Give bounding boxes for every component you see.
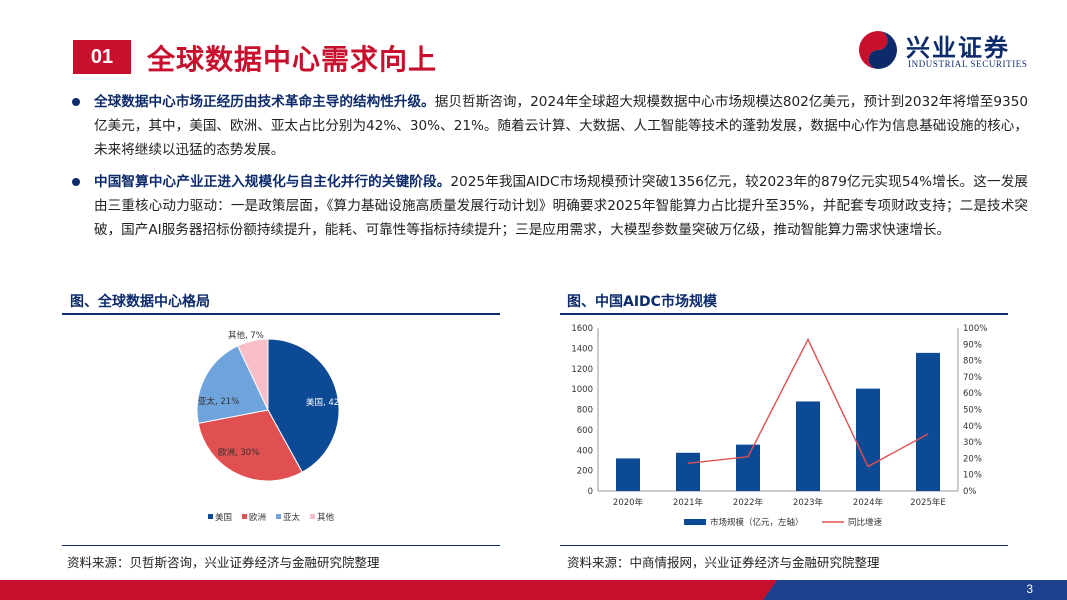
section-number-badge: 01 — [73, 40, 131, 74]
legend-swatch — [208, 514, 213, 519]
left-chart-title: 图、全球数据中心格局 — [70, 294, 210, 310]
bar — [796, 401, 820, 491]
footer-blue-band — [790, 580, 1067, 600]
bullet-item: 中国智算中心产业正进入规模化与自主化并行的关键阶段。2025年我国AIDC市场规… — [70, 170, 1028, 242]
growth-line — [687, 337, 929, 468]
pie-data-label: 亚太, 21% — [198, 396, 239, 407]
bar-line-chart: 0 200 400 600 800 1000 1200 1400 1600 0% 10% 20% 30%… — [571, 324, 987, 528]
legend-label: 市场规模（亿元，左轴） — [710, 517, 804, 528]
y-left-tick-label: 600 — [577, 426, 593, 436]
legend-swatch-bar — [684, 519, 706, 525]
bar — [856, 388, 880, 491]
y-right-tick-label: 30% — [963, 438, 982, 448]
right-panel-bottom-rule — [560, 545, 1008, 546]
page-title: 全球数据中心需求向上 — [147, 43, 438, 76]
y-right-tick-label: 80% — [963, 357, 982, 367]
left-chart-source: 资料来源：贝哲斯咨询，兴业证券经济与金融研究院整理 — [67, 555, 380, 570]
left-panel-top-rule — [62, 313, 500, 315]
y-left-tick-label: 1200 — [571, 365, 593, 375]
pie-data-label: 美国, 42% — [306, 397, 347, 408]
legend-swatch — [242, 514, 247, 519]
x-tick-label: 2024年 — [853, 497, 884, 508]
x-tick-label: 2023年 — [793, 497, 824, 508]
y-left-tick-label: 400 — [577, 446, 593, 456]
y-right-tick-label: 40% — [963, 422, 982, 432]
y-left-tick-label: 1600 — [571, 324, 593, 334]
pie-chart: 美国, 42% 欧洲, 30% 亚太, 21% 其他, 7% 美国 欧洲 亚太 其他 — [196, 330, 347, 523]
y-right-tick-label: 60% — [963, 389, 982, 399]
y-right-tick-label: 20% — [963, 454, 982, 464]
logo-text-cn: 兴业证券 — [906, 34, 1010, 62]
bullet-dot-icon — [72, 98, 80, 106]
pie-data-label: 其他, 7% — [228, 330, 264, 341]
bullet-text: 2025年我国AIDC市场规模预计突破1356亿元，较2023年的879亿元实现… — [94, 174, 1029, 238]
pie-data-label: 欧洲, 30% — [218, 447, 259, 458]
company-logo: 兴业证券 INDUSTRIAL SECURITIES — [858, 28, 1048, 74]
bar — [736, 444, 760, 491]
x-tick-label: 2020年 — [613, 497, 644, 508]
x-tick-label: 2022年 — [733, 497, 764, 508]
logo-swirl-icon — [859, 31, 897, 69]
bullet-text: 据贝哲斯咨询，2024年全球超大规模数据中心市场规模达802亿美元，预计到203… — [94, 94, 1028, 158]
legend-label: 同比增速 — [848, 517, 883, 528]
bar — [676, 452, 700, 491]
y-left-tick-label: 1400 — [571, 344, 593, 354]
y-left-tick-label: 800 — [577, 406, 593, 416]
footer-red-band — [0, 580, 790, 600]
bullet-list: 全球数据中心市场正经历由技术革命主导的结构性升级。据贝哲斯咨询，2024年全球超… — [70, 90, 1028, 250]
x-tick-label: 2021年 — [673, 497, 704, 508]
legend-swatch — [310, 514, 315, 519]
legend-label: 其他 — [317, 512, 335, 523]
logo-text-en: INDUSTRIAL SECURITIES — [908, 59, 1028, 69]
y-right-tick-label: 100% — [963, 324, 987, 334]
y-right-tick-label: 70% — [963, 373, 982, 383]
y-left-tick-label: 0 — [588, 487, 593, 497]
y-right-tick-label: 90% — [963, 340, 982, 350]
y-left-tick-label: 200 — [577, 467, 593, 477]
left-panel-bottom-rule — [62, 545, 500, 546]
pie-slice — [267, 338, 340, 473]
pie-slice — [237, 338, 269, 411]
bullet-dot-icon — [72, 178, 80, 186]
legend-label: 美国 — [215, 512, 232, 523]
page-number: 3 — [1026, 582, 1033, 596]
bullet-lead: 全球数据中心市场正经历由技术革命主导的结构性升级。 — [94, 94, 435, 110]
y-right-tick-label: 0% — [963, 487, 977, 497]
y-right-tick-label: 10% — [963, 471, 982, 481]
legend-label: 欧洲 — [249, 512, 266, 523]
legend-label: 亚太 — [283, 512, 301, 523]
x-tick-label: 2025年E — [910, 497, 946, 508]
right-panel-top-rule — [560, 313, 1008, 315]
pie-slice — [196, 345, 269, 424]
right-chart-title: 图、中国AIDC市场规模 — [567, 294, 717, 310]
legend-swatch — [276, 514, 281, 519]
pie-slice — [197, 409, 303, 482]
right-chart-source: 资料来源：中商情报网，兴业证券经济与金融研究院整理 — [567, 555, 880, 570]
bullet-item: 全球数据中心市场正经历由技术革命主导的结构性升级。据贝哲斯咨询，2024年全球超… — [70, 90, 1028, 162]
bullet-lead: 中国智算中心产业正进入规模化与自主化并行的关键阶段。 — [94, 174, 451, 190]
bar — [916, 352, 940, 491]
bar — [616, 458, 640, 491]
y-left-tick-label: 1000 — [571, 385, 593, 395]
y-right-tick-label: 50% — [963, 406, 982, 416]
